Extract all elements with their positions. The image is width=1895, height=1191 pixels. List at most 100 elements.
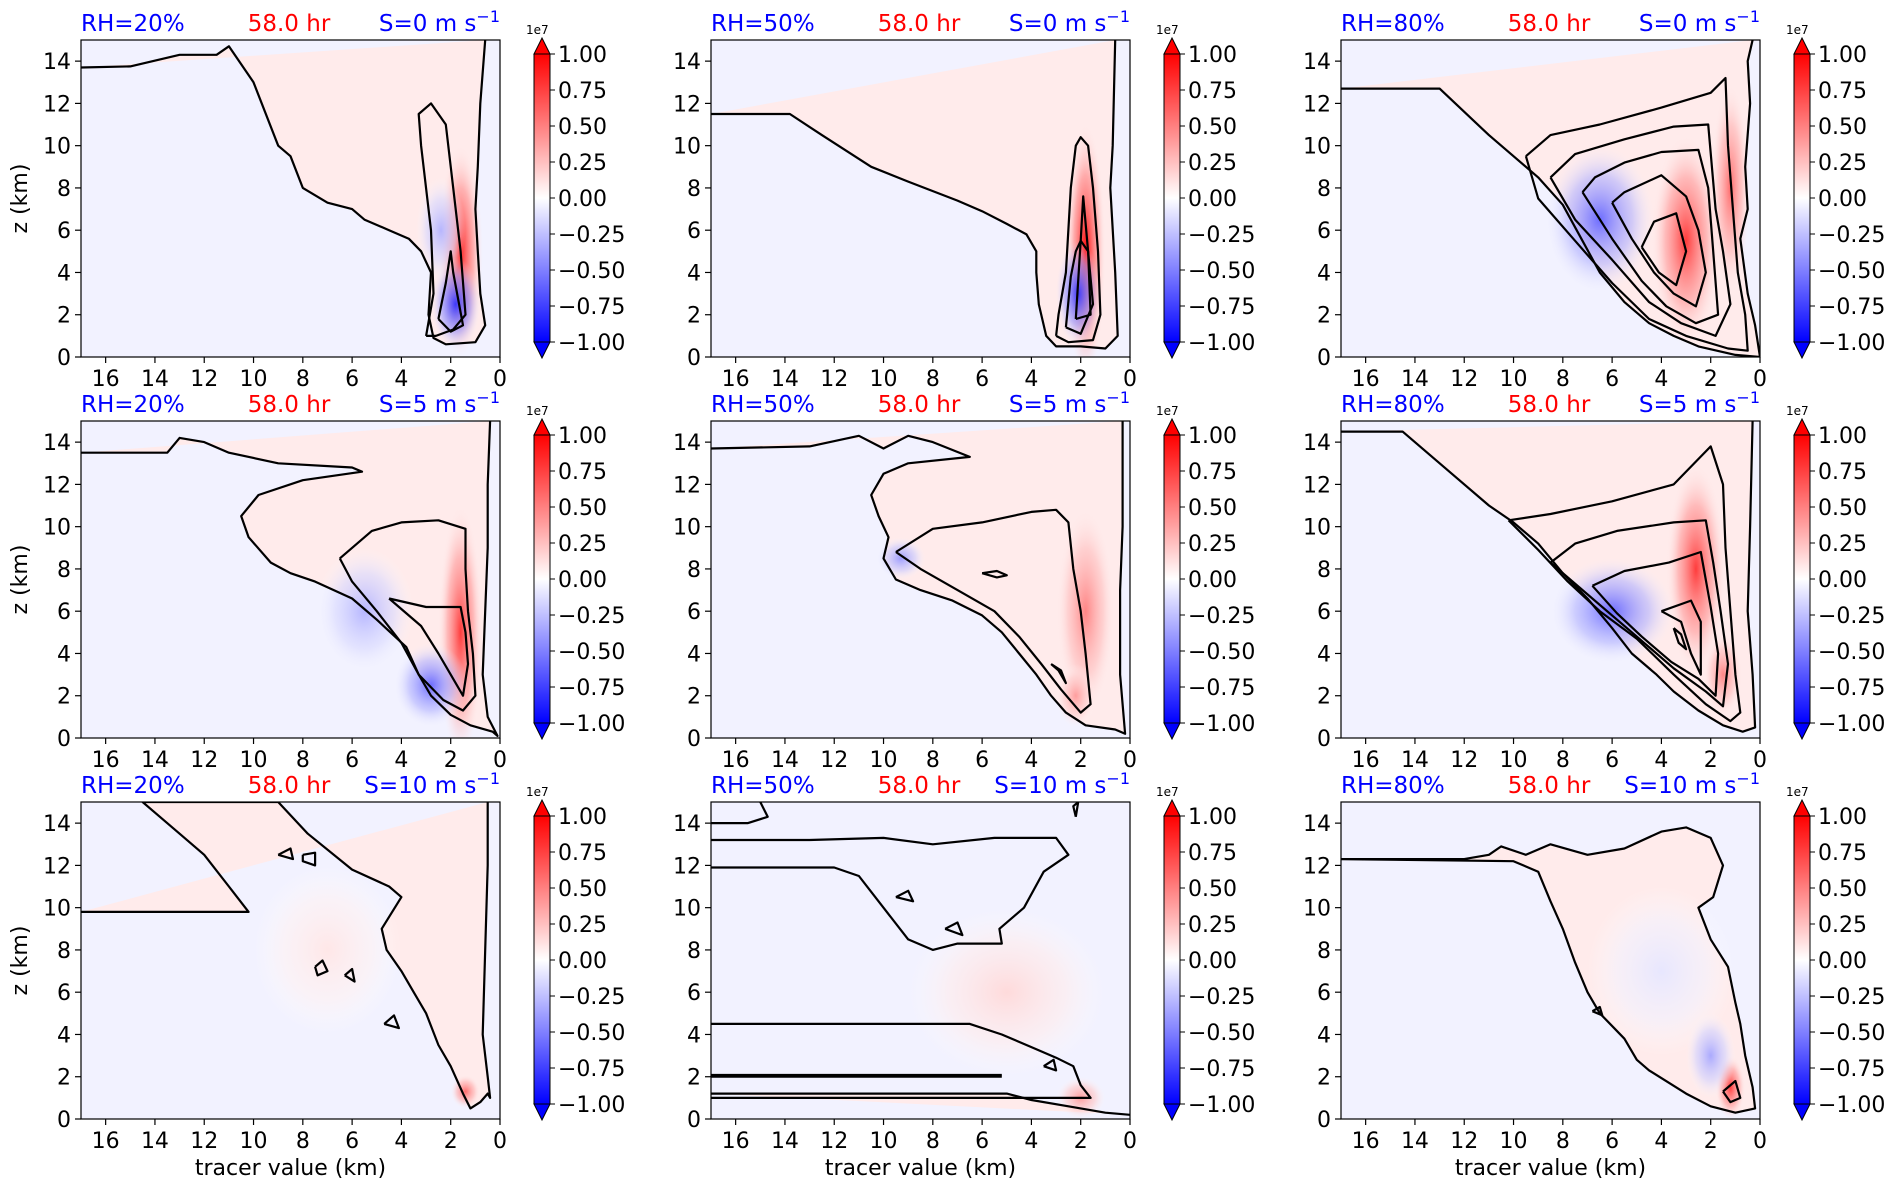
colorbar-tick-label: 1.00 [1188, 424, 1237, 449]
colorbar-tick-label: −1.00 [1188, 1093, 1255, 1118]
x-tick-label: 6 [1605, 367, 1619, 392]
time-label: 58.0 hr [1508, 11, 1591, 37]
y-tick-label: 10 [1303, 897, 1331, 922]
colorbar-extend-max [1793, 417, 1811, 436]
x-tick-label: 4 [394, 367, 408, 392]
shear-label: S=0 m s−1 [379, 7, 500, 37]
y-tick-label: 6 [57, 981, 71, 1006]
x-tick-label: 2 [444, 748, 458, 773]
contour-line [1524, 76, 1749, 352]
colorbar-tick-label: −0.25 [1818, 604, 1885, 629]
x-tick-label: 6 [975, 367, 989, 392]
colorbar-tick-label: −0.75 [1818, 1057, 1885, 1082]
contour-line [388, 597, 470, 697]
y-tick-label: 14 [43, 50, 71, 75]
x-tick-label: 14 [1401, 1129, 1429, 1154]
contour-line [81, 40, 487, 346]
y-tick-label: 14 [43, 431, 71, 456]
colorbar-tick-label: −0.50 [1818, 640, 1885, 665]
colorbar-extend-max [1163, 417, 1181, 436]
y-tick-label: 4 [1317, 642, 1331, 667]
colorbar-tick-label: 0.25 [1188, 532, 1237, 557]
x-tick-label: 8 [296, 367, 310, 392]
colorbar-extend-max [1793, 798, 1811, 817]
time-label: 58.0 hr [1508, 392, 1591, 418]
contour-line [1591, 1005, 1604, 1017]
x-tick-label: 14 [771, 1129, 799, 1154]
shear-label: S=0 m s−1 [1639, 7, 1760, 37]
y-tick-label: 8 [1317, 558, 1331, 583]
contour-line [437, 250, 465, 333]
plot-frame [710, 39, 1131, 358]
x-axis-label: tracer value (km) [825, 1156, 1016, 1181]
colorbar: 1e7 1.00 0.75 0.50 0.25 0.00 −0.25 −0.50 −0.75 −1… [526, 785, 625, 1122]
anomaly-hotspot [450, 1074, 481, 1109]
x-tick-label: 16 [92, 367, 120, 392]
colorbar-tick-label: 1.00 [1818, 424, 1867, 449]
colorbar-tick-label: −1.00 [1188, 712, 1255, 737]
colorbar-tick-label: −0.25 [1188, 604, 1255, 629]
shear-label: S=5 m s−1 [379, 388, 500, 418]
colorbar-tick-label: 1.00 [558, 43, 607, 68]
colorbar-tick-label: 0.75 [1188, 841, 1237, 866]
time-label: 58.0 hr [878, 392, 961, 418]
y-tick-label: 10 [43, 897, 71, 922]
y-tick-label: 2 [687, 685, 701, 710]
y-tick-label: 14 [1303, 50, 1331, 75]
contour-line [1074, 195, 1092, 321]
contour-line [1507, 445, 1742, 723]
y-tick-label: 2 [687, 304, 701, 329]
plot-frame [710, 801, 1131, 1120]
y-tick-label: 10 [1303, 135, 1331, 160]
colorbar-tick-label: 0.00 [558, 187, 607, 212]
contour-lines [81, 421, 499, 737]
contour-line [944, 921, 964, 937]
x-tick-label: 4 [1024, 1129, 1038, 1154]
y-axis-label: z (km) [8, 164, 33, 234]
time-label: 58.0 hr [248, 773, 331, 799]
colorbar-gradient [533, 53, 551, 343]
contour-line [711, 836, 1070, 951]
colorbar-tick-label: 0.50 [1188, 877, 1237, 902]
colorbar-tick-label: 0.75 [558, 460, 607, 485]
colorbar-tick-label: −0.50 [1188, 1021, 1255, 1046]
contour-line [1064, 239, 1095, 335]
x-tick-label: 14 [141, 1129, 169, 1154]
colorbar-tick-label: 0.00 [1818, 568, 1867, 593]
colorbar-tick-label: −0.50 [558, 640, 625, 665]
x-tick-label: 10 [240, 367, 268, 392]
y-tick-label: 2 [57, 685, 71, 710]
x-tick-label: 0 [1123, 367, 1137, 392]
plot-frame [1340, 801, 1761, 1120]
colorbar-tick-label: −1.00 [558, 712, 625, 737]
x-tick-label: 12 [820, 748, 848, 773]
time-label: 58.0 hr [878, 11, 961, 37]
y-tick-label: 6 [687, 981, 701, 1006]
y-tick-label: 2 [1317, 304, 1331, 329]
colorbar-tick-label: −0.75 [1818, 295, 1885, 320]
y-tick-label: 0 [1317, 727, 1331, 752]
x-tick-label: 4 [1654, 748, 1668, 773]
x-tick-label: 12 [1450, 367, 1478, 392]
colorbar-multiplier: 1e7 [526, 404, 549, 418]
y-tick-label: 0 [57, 727, 71, 752]
x-tick-label: 2 [444, 367, 458, 392]
y-tick-label: 8 [687, 177, 701, 202]
colorbar-extend-max [1163, 36, 1181, 55]
colorbar: 1e7 1.00 0.75 0.50 0.25 0.00 −0.25 −0.50 −0.75 −1… [1156, 785, 1255, 1122]
x-tick-label: 2 [1074, 367, 1088, 392]
contour-lines [711, 802, 1130, 1116]
contour-line [338, 519, 477, 712]
colorbar-extend-min [1793, 1103, 1811, 1122]
anomaly-hotspot [908, 907, 1106, 1077]
x-tick-label: 0 [1753, 1129, 1767, 1154]
contour-line [1341, 421, 1757, 733]
x-tick-label: 0 [493, 367, 507, 392]
colorbar-tick-label: 0.00 [558, 949, 607, 974]
y-tick-label: 6 [57, 600, 71, 625]
y-tick-label: 12 [673, 854, 701, 879]
x-tick-label: 10 [240, 748, 268, 773]
colorbar-tick-label: 1.00 [558, 424, 607, 449]
